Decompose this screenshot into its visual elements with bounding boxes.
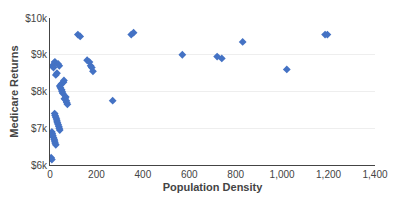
- svg-text:$6k: $6k: [31, 160, 48, 171]
- svg-text:$8k: $8k: [31, 86, 48, 97]
- svg-text:$7k: $7k: [31, 123, 48, 134]
- svg-text:400: 400: [135, 169, 152, 180]
- svg-text:Population Density: Population Density: [163, 181, 264, 193]
- svg-text:600: 600: [181, 169, 198, 180]
- svg-text:$9k: $9k: [31, 49, 48, 60]
- svg-text:1,400: 1,400: [362, 169, 387, 180]
- svg-text:1,000: 1,000: [270, 169, 295, 180]
- svg-text:200: 200: [88, 169, 105, 180]
- svg-text:0: 0: [47, 169, 53, 180]
- svg-text:$10k: $10k: [25, 13, 48, 24]
- svg-text:Medicare Returns: Medicare Returns: [8, 45, 20, 137]
- svg-text:1,200: 1,200: [316, 169, 341, 180]
- svg-text:800: 800: [227, 169, 244, 180]
